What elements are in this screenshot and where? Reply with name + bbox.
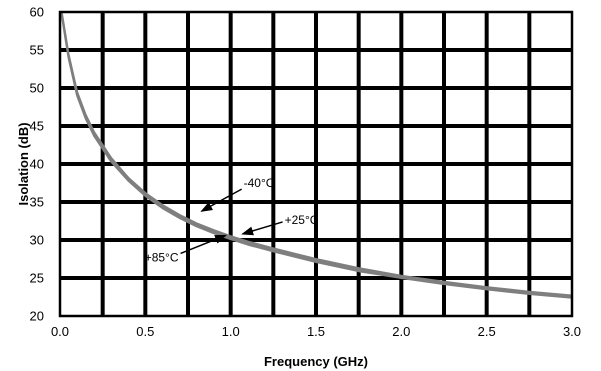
series-line-85-c [60,14,573,299]
annotation-label-25-c: +25°C [285,213,319,227]
annotation-arrow-85-c [180,234,227,255]
x-tick-label: 0.5 [136,324,154,339]
x-tick-label: 1.0 [222,324,240,339]
x-tick-label: 2.0 [392,324,410,339]
series-lines [60,11,573,299]
x-tick-label: 0.0 [51,324,69,339]
x-axis-title: Frequency (GHz) [264,354,368,369]
plot-area-frame [58,10,574,318]
x-axis-tick-labels: 0.0 0.5 1.0 1.5 2.0 2.5 3.0 [51,324,581,339]
y-tick-label: 50 [30,81,44,96]
annotation-arrow-40-c [200,188,243,212]
annotation-label-85-c: +85°C [145,250,179,264]
y-tick-label: 20 [30,309,44,324]
x-tick-label: 1.5 [307,324,325,339]
x-tick-label: 3.0 [563,324,581,339]
y-tick-label: 45 [30,119,44,134]
y-tick-label: 55 [30,43,44,58]
annotations: -40°C +25°C +85°C [145,176,319,264]
y-tick-label: 30 [30,233,44,248]
y-axis-tick-labels: 20 25 30 35 40 45 50 55 60 [30,5,44,324]
y-axis-title: Isolation (dB) [16,122,31,205]
x-tick-label: 2.5 [478,324,496,339]
y-tick-label: 60 [30,5,44,20]
y-tick-label: 35 [30,195,44,210]
annotation-label-40-c: -40°C [244,176,275,190]
y-tick-label: 25 [30,271,44,286]
gridlines [60,12,572,316]
annotation-arrow-25-c [241,221,283,236]
y-tick-label: 40 [30,157,44,172]
